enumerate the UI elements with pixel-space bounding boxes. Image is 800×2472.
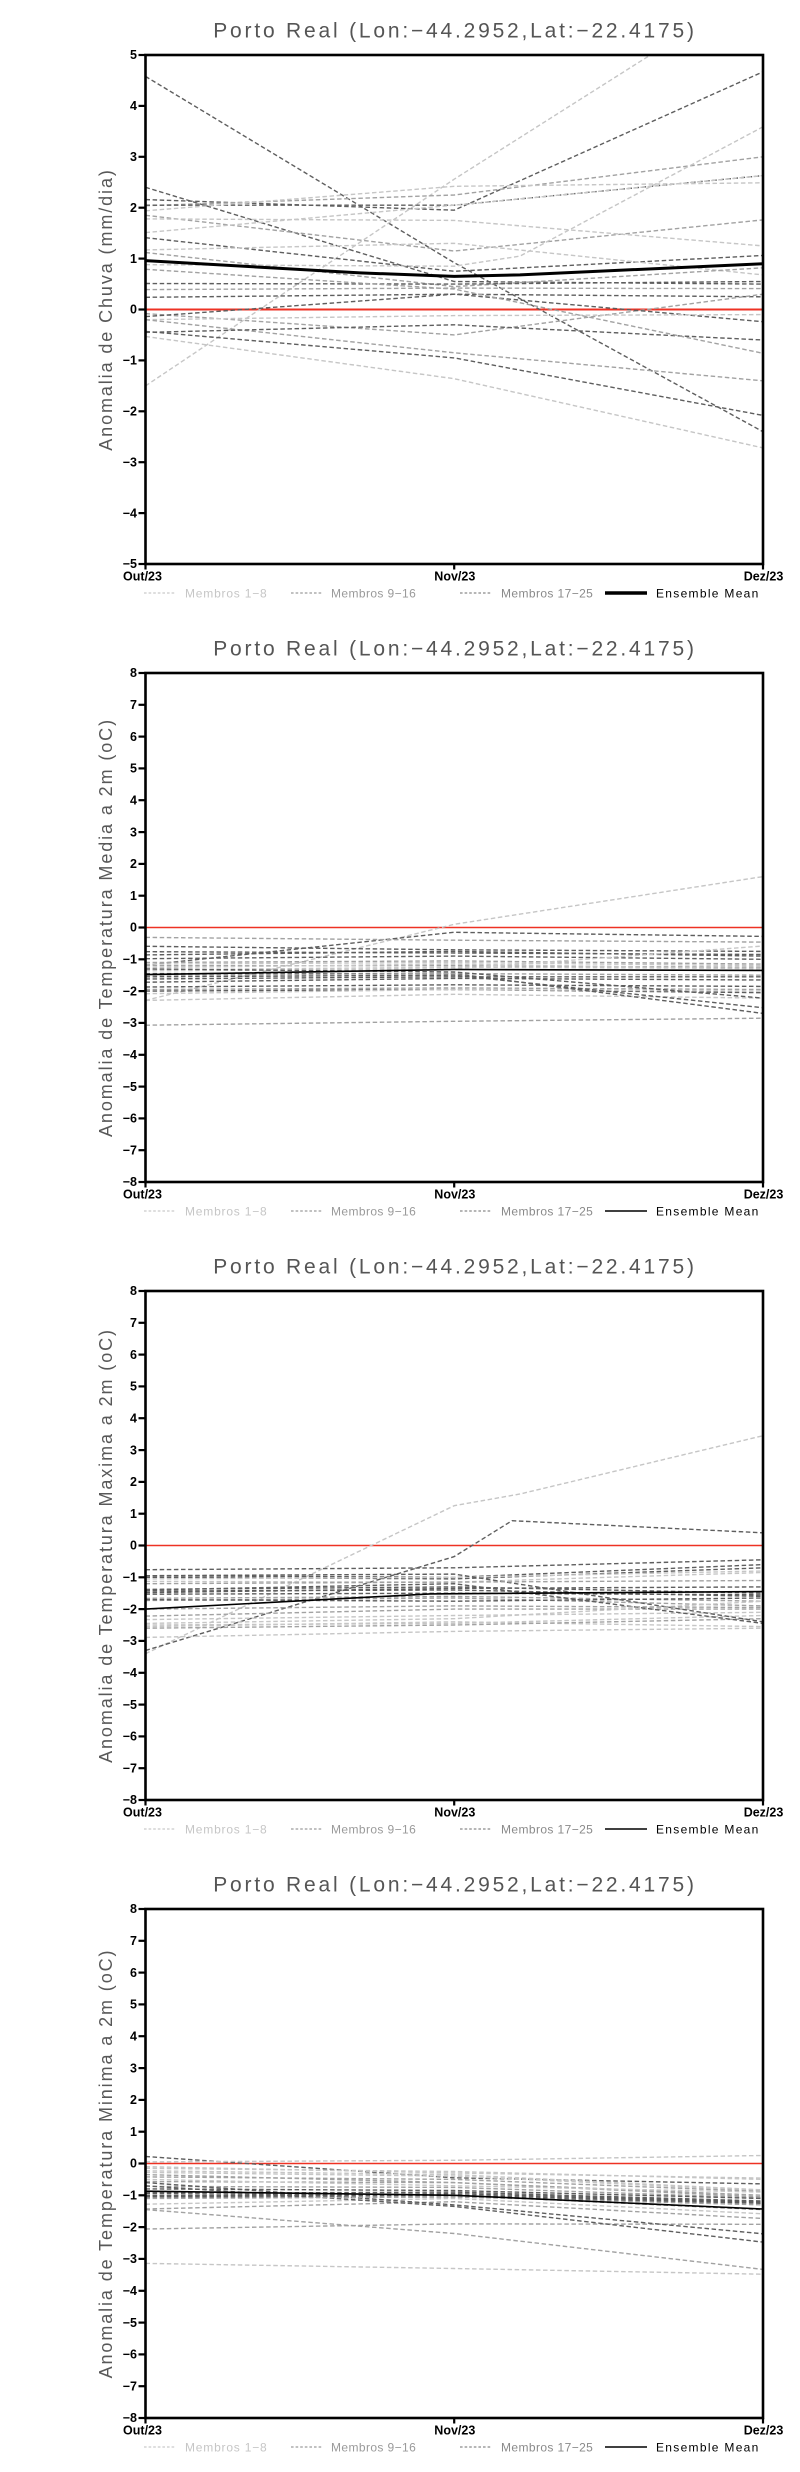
svg-text:−1: −1 (123, 2189, 137, 2203)
svg-text:−8: −8 (123, 1175, 137, 1189)
svg-text:Membros 17−25: Membros 17−25 (501, 1205, 593, 1219)
svg-text:2: 2 (130, 201, 137, 215)
svg-text:Out/23: Out/23 (123, 570, 162, 584)
svg-text:Nov/23: Nov/23 (434, 570, 475, 584)
svg-text:7: 7 (130, 698, 137, 712)
svg-text:0: 0 (130, 1539, 137, 1553)
svg-text:Membros 1−8: Membros 1−8 (185, 1205, 268, 1219)
svg-text:0: 0 (130, 303, 137, 317)
svg-text:3: 3 (130, 2061, 137, 2075)
svg-text:Porto Real (Lon:−44.2952,Lat:−: Porto Real (Lon:−44.2952,Lat:−22.4175) (213, 638, 697, 661)
svg-text:−2: −2 (123, 2220, 137, 2234)
svg-text:Porto Real (Lon:−44.2952,Lat:−: Porto Real (Lon:−44.2952,Lat:−22.4175) (213, 1874, 697, 1897)
svg-text:8: 8 (130, 1284, 137, 1298)
svg-text:Porto Real (Lon:−44.2952,Lat:−: Porto Real (Lon:−44.2952,Lat:−22.4175) (213, 20, 697, 43)
svg-text:−6: −6 (123, 1730, 137, 1744)
svg-text:Membros 1−8: Membros 1−8 (185, 587, 268, 601)
svg-text:−7: −7 (123, 1761, 137, 1775)
svg-text:5: 5 (130, 762, 137, 776)
svg-text:Anomalia de Temperatura Maxima: Anomalia de Temperatura Maxima a 2m (oC) (96, 1328, 116, 1763)
svg-text:Membros 17−25: Membros 17−25 (501, 2441, 593, 2455)
svg-text:Out/23: Out/23 (123, 2424, 162, 2438)
svg-text:−4: −4 (123, 1048, 137, 1062)
svg-text:−4: −4 (123, 2284, 137, 2298)
svg-text:Nov/23: Nov/23 (434, 1806, 475, 1820)
svg-text:Out/23: Out/23 (123, 1188, 162, 1202)
svg-text:Nov/23: Nov/23 (434, 2424, 475, 2438)
svg-text:−2: −2 (123, 405, 137, 419)
svg-text:Out/23: Out/23 (123, 1806, 162, 1820)
svg-text:4: 4 (130, 1412, 137, 1426)
svg-text:−5: −5 (123, 557, 137, 571)
svg-text:7: 7 (130, 1934, 137, 1948)
svg-text:−7: −7 (123, 1143, 137, 1157)
svg-text:6: 6 (130, 1348, 137, 1362)
svg-text:2: 2 (130, 2093, 137, 2107)
svg-text:−1: −1 (123, 1571, 137, 1585)
svg-text:8: 8 (130, 666, 137, 680)
svg-text:Dez/23: Dez/23 (744, 1188, 784, 1202)
svg-text:−5: −5 (123, 1080, 137, 1094)
svg-text:−3: −3 (123, 2252, 137, 2266)
svg-text:Ensemble Mean: Ensemble Mean (656, 2441, 760, 2455)
svg-text:Membros 17−25: Membros 17−25 (501, 587, 593, 601)
svg-text:7: 7 (130, 1316, 137, 1330)
svg-text:1: 1 (130, 889, 137, 903)
svg-text:−4: −4 (123, 1666, 137, 1680)
svg-text:−3: −3 (123, 455, 137, 469)
svg-text:4: 4 (130, 2030, 137, 2044)
svg-text:Porto Real (Lon:−44.2952,Lat:−: Porto Real (Lon:−44.2952,Lat:−22.4175) (213, 1256, 697, 1279)
svg-text:Membros 17−25: Membros 17−25 (501, 1823, 593, 1837)
svg-text:Anomalia de Temperatura Media: Anomalia de Temperatura Media a 2m (oC) (96, 718, 116, 1137)
svg-text:−7: −7 (123, 2379, 137, 2393)
svg-text:Membros 9−16: Membros 9−16 (331, 1205, 416, 1219)
svg-text:0: 0 (130, 2157, 137, 2171)
svg-text:3: 3 (130, 825, 137, 839)
svg-text:2: 2 (130, 1475, 137, 1489)
svg-text:Dez/23: Dez/23 (744, 570, 784, 584)
svg-text:−4: −4 (123, 506, 137, 520)
svg-text:Dez/23: Dez/23 (744, 2424, 784, 2438)
svg-text:Ensemble Mean: Ensemble Mean (656, 587, 760, 601)
svg-text:2: 2 (130, 857, 137, 871)
svg-text:3: 3 (130, 150, 137, 164)
svg-text:Dez/23: Dez/23 (744, 1806, 784, 1820)
svg-text:−5: −5 (123, 1698, 137, 1712)
svg-text:−2: −2 (123, 984, 137, 998)
svg-text:Membros 9−16: Membros 9−16 (331, 1823, 416, 1837)
svg-text:Ensemble Mean: Ensemble Mean (656, 1205, 760, 1219)
svg-text:−3: −3 (123, 1634, 137, 1648)
svg-text:5: 5 (130, 48, 137, 62)
svg-text:6: 6 (130, 1966, 137, 1980)
svg-text:−6: −6 (123, 1112, 137, 1126)
svg-text:Nov/23: Nov/23 (434, 1188, 475, 1202)
svg-text:Membros 1−8: Membros 1−8 (185, 1823, 268, 1837)
svg-text:−1: −1 (123, 354, 137, 368)
svg-text:Anomalia de Chuva (mm/dia): Anomalia de Chuva (mm/dia) (96, 168, 116, 451)
svg-text:1: 1 (130, 252, 137, 266)
svg-text:−2: −2 (123, 1602, 137, 1616)
svg-text:−5: −5 (123, 2316, 137, 2330)
svg-text:5: 5 (130, 1998, 137, 2012)
svg-text:4: 4 (130, 794, 137, 808)
svg-text:Membros 1−8: Membros 1−8 (185, 2441, 268, 2455)
svg-text:Ensemble Mean: Ensemble Mean (656, 1823, 760, 1837)
svg-text:Membros 9−16: Membros 9−16 (331, 587, 416, 601)
svg-text:−3: −3 (123, 1016, 137, 1030)
svg-text:Membros 9−16: Membros 9−16 (331, 2441, 416, 2455)
svg-text:4: 4 (130, 99, 137, 113)
svg-text:8: 8 (130, 1902, 137, 1916)
svg-text:0: 0 (130, 921, 137, 935)
svg-text:−1: −1 (123, 953, 137, 967)
svg-text:−6: −6 (123, 2348, 137, 2362)
svg-text:3: 3 (130, 1443, 137, 1457)
svg-text:−8: −8 (123, 1793, 137, 1807)
svg-text:1: 1 (130, 1507, 137, 1521)
svg-text:1: 1 (130, 2125, 137, 2139)
svg-text:−8: −8 (123, 2411, 137, 2425)
svg-text:5: 5 (130, 1380, 137, 1394)
svg-text:Anomalia de Temperatura Minima: Anomalia de Temperatura Minima a 2m (oC) (96, 1949, 116, 2379)
svg-text:6: 6 (130, 730, 137, 744)
